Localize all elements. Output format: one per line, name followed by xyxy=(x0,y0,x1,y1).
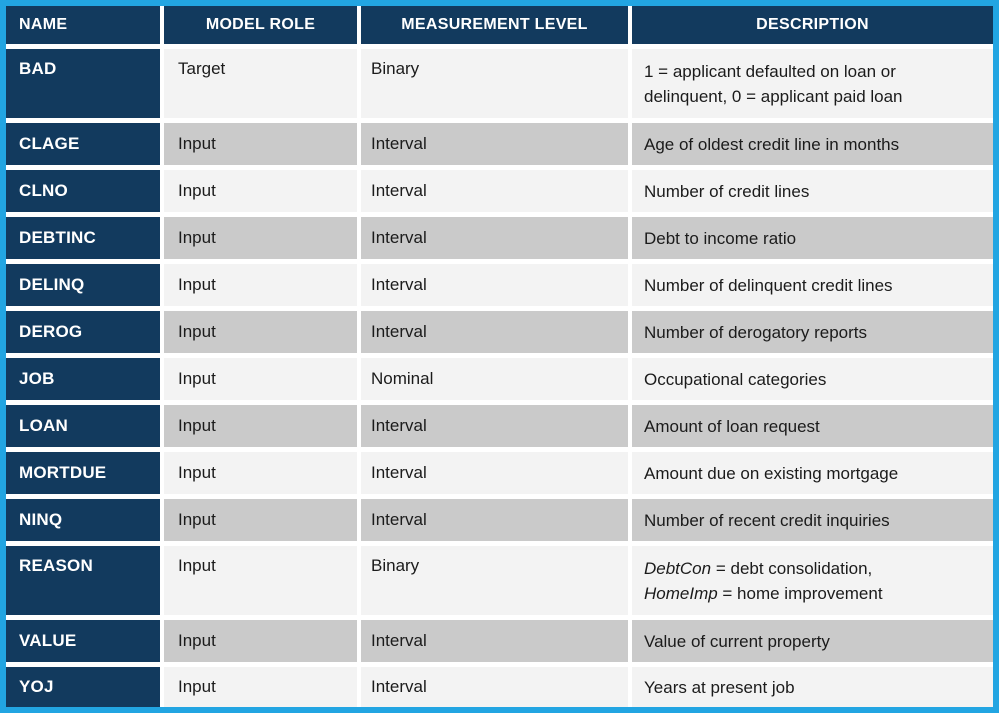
cell-description: Debt to income ratio xyxy=(632,217,993,259)
cell-measurement-level: Interval xyxy=(361,499,628,541)
description-text: Value of current property xyxy=(644,631,830,651)
cell-model-role: Target xyxy=(164,49,357,118)
cell-model-role: Input xyxy=(164,499,357,541)
cell-measurement-level: Interval xyxy=(361,620,628,662)
cell-name: REASON xyxy=(6,546,160,615)
cell-measurement-level: Binary xyxy=(361,546,628,615)
cell-description: Amount of loan request xyxy=(632,405,993,447)
cell-model-role: Input xyxy=(164,546,357,615)
description-text: Number of recent credit inquiries xyxy=(644,510,890,530)
cell-model-role: Input xyxy=(164,217,357,259)
cell-model-role: Input xyxy=(164,264,357,306)
cell-measurement-level: Nominal xyxy=(361,358,628,400)
cell-measurement-level: Interval xyxy=(361,264,628,306)
cell-name: VALUE xyxy=(6,620,160,662)
cell-measurement-level: Binary xyxy=(361,49,628,118)
header-cell-model-role: MODEL ROLE xyxy=(164,6,357,44)
cell-model-role: Input xyxy=(164,170,357,212)
description-text: DebtCon = debt consolidation, HomeImp = h… xyxy=(644,558,883,603)
cell-description: Number of credit lines xyxy=(632,170,993,212)
cell-description: DebtCon = debt consolidation, HomeImp = h… xyxy=(632,546,993,615)
cell-model-role: Input xyxy=(164,620,357,662)
cell-description: 1 = applicant defaulted on loan or delinq… xyxy=(632,49,993,118)
cell-description: Value of current property xyxy=(632,620,993,662)
description-text: Occupational categories xyxy=(644,369,827,389)
cell-model-role: Input xyxy=(164,452,357,494)
description-text: Number of delinquent credit lines xyxy=(644,275,893,295)
cell-model-role: Input xyxy=(164,358,357,400)
cell-model-role: Input xyxy=(164,667,357,707)
cell-name: DEBTINC xyxy=(6,217,160,259)
cell-name: NINQ xyxy=(6,499,160,541)
cell-name: YOJ xyxy=(6,667,160,707)
cell-name: MORTDUE xyxy=(6,452,160,494)
cell-model-role: Input xyxy=(164,311,357,353)
cell-description: Years at present job xyxy=(632,667,993,707)
cell-model-role: Input xyxy=(164,405,357,447)
cell-description: Occupational categories xyxy=(632,358,993,400)
cell-name: LOAN xyxy=(6,405,160,447)
cell-measurement-level: Interval xyxy=(361,667,628,707)
cell-description: Amount due on existing mortgage xyxy=(632,452,993,494)
cell-name: DEROG xyxy=(6,311,160,353)
cell-name: BAD xyxy=(6,49,160,118)
cell-description: Number of recent credit inquiries xyxy=(632,499,993,541)
cell-measurement-level: Interval xyxy=(361,452,628,494)
cell-measurement-level: Interval xyxy=(361,217,628,259)
cell-measurement-level: Interval xyxy=(361,123,628,165)
header-cell-name: NAME xyxy=(6,6,160,44)
description-text: Number of derogatory reports xyxy=(644,322,867,342)
cell-name: CLNO xyxy=(6,170,160,212)
description-text: Amount due on existing mortgage xyxy=(644,463,899,483)
cell-description: Number of delinquent credit lines xyxy=(632,264,993,306)
description-text: Years at present job xyxy=(644,677,795,697)
cell-description: Age of oldest credit line in months xyxy=(632,123,993,165)
header-cell-measurement-level: MEASUREMENT LEVEL xyxy=(361,6,628,44)
cell-description: Number of derogatory reports xyxy=(632,311,993,353)
description-text: Age of oldest credit line in months xyxy=(644,134,900,154)
cell-name: DELINQ xyxy=(6,264,160,306)
cell-name: JOB xyxy=(6,358,160,400)
description-text: Amount of loan request xyxy=(644,416,820,436)
header-cell-description: DESCRIPTION xyxy=(632,6,993,44)
table-grid: NAME MODEL ROLE MEASUREMENT LEVEL DESCRI… xyxy=(6,6,993,707)
description-text: Debt to income ratio xyxy=(644,228,797,248)
cell-name: CLAGE xyxy=(6,123,160,165)
cell-measurement-level: Interval xyxy=(361,170,628,212)
cell-measurement-level: Interval xyxy=(361,405,628,447)
cell-model-role: Input xyxy=(164,123,357,165)
description-text: 1 = applicant defaulted on loan or delinq… xyxy=(644,61,903,106)
cell-measurement-level: Interval xyxy=(361,311,628,353)
description-text: Number of credit lines xyxy=(644,181,810,201)
